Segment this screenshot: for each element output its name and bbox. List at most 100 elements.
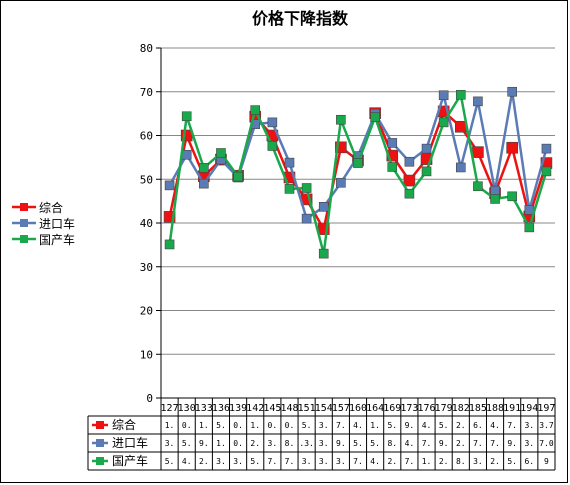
- data-point: [164, 180, 175, 191]
- category-label: 127: [161, 403, 179, 414]
- data-point: [336, 177, 346, 188]
- table-cell: 5.: [182, 439, 192, 448]
- data-point: [199, 178, 209, 189]
- table-cell: 1.: [199, 421, 209, 430]
- y-tick-label: 0: [146, 392, 153, 405]
- data-point: [216, 148, 226, 158]
- table-cell: 3.: [524, 421, 534, 430]
- table-cell: 3.: [268, 439, 278, 448]
- table-cell: 8.: [456, 457, 466, 466]
- category-label: 188: [486, 403, 504, 414]
- table-cell: 5.: [216, 421, 226, 430]
- data-point: [387, 138, 398, 148]
- data-point: [438, 117, 449, 128]
- table-cell: 2.: [456, 439, 466, 448]
- data-point: [541, 143, 552, 154]
- table-cell: 8.: [387, 439, 397, 448]
- y-tick-label: 80: [140, 42, 153, 55]
- category-label: 151: [298, 403, 316, 414]
- data-table: 127 130 133 136 139 142 145 148 151 154 157 160 164 1…: [87, 397, 556, 471]
- table-cell: 1.: [165, 421, 175, 430]
- category-label: 169: [383, 403, 401, 414]
- data-point: [473, 96, 483, 107]
- data-point: [233, 171, 243, 182]
- table-cell: .3.: [299, 439, 313, 448]
- plot-area: [163, 86, 553, 259]
- table-cell: 0.: [233, 439, 243, 448]
- table-cell: 3.: [319, 439, 329, 448]
- legend-marker: [20, 219, 28, 227]
- data-point: [506, 141, 518, 154]
- table-cell: 0.: [182, 421, 192, 430]
- table-cell: 4.: [370, 457, 380, 466]
- legend-marker: [20, 203, 28, 211]
- table-cell: 7.: [473, 439, 483, 448]
- table-cell: 5.: [370, 439, 380, 448]
- data-point: [370, 112, 380, 122]
- data-point: [541, 166, 552, 177]
- table-series-label: 综合: [112, 417, 136, 432]
- data-point: [472, 146, 484, 158]
- category-label: 194: [520, 403, 538, 414]
- data-point: [490, 185, 500, 196]
- data-point: [455, 162, 466, 173]
- category-label: 197: [537, 403, 555, 414]
- table-cell: 5.: [302, 421, 312, 430]
- table-cell: 3.: [216, 457, 226, 466]
- table-cell: 4.: [182, 457, 192, 466]
- table-cell: 4.: [422, 421, 432, 430]
- data-point: [284, 157, 295, 168]
- category-label: 157: [332, 403, 350, 414]
- data-point: [473, 181, 483, 192]
- data-point: [404, 188, 415, 199]
- data-point: [284, 184, 295, 194]
- legend-marker: [20, 235, 28, 243]
- y-tick-label: 50: [140, 173, 153, 186]
- table-cell: 9: [544, 457, 549, 466]
- category-label: 176: [417, 403, 435, 414]
- table-cell: 7.: [353, 457, 363, 466]
- data-point: [267, 117, 278, 128]
- table-cell: 3.: [302, 457, 312, 466]
- table-cell: 4.: [353, 421, 363, 430]
- table-cell: 3.: [336, 457, 346, 466]
- table-cell: 6.: [524, 457, 534, 466]
- category-label: 133: [195, 403, 213, 414]
- table-cell: 7.: [336, 421, 346, 430]
- y-tick-label: 20: [140, 305, 153, 318]
- category-label: 145: [263, 403, 281, 414]
- y-tick-label: 30: [140, 261, 153, 274]
- category-label: 130: [178, 403, 196, 414]
- table-cell: 9.: [199, 439, 209, 448]
- legend-label: 进口车: [39, 216, 75, 231]
- data-point: [490, 194, 500, 204]
- category-label: 154: [315, 403, 333, 414]
- series-line-2: [168, 91, 548, 254]
- category-label: 164: [366, 403, 384, 414]
- category-label: 136: [212, 403, 230, 414]
- category-label: 179: [435, 403, 453, 414]
- category-label: 148: [280, 403, 298, 414]
- data-point: [335, 141, 347, 154]
- data-point: [507, 86, 517, 97]
- grid: [156, 47, 555, 399]
- category-label: 191: [503, 403, 521, 414]
- table-series-label: 国产车: [112, 453, 148, 468]
- table-cell: 2.: [387, 457, 397, 466]
- data-point: [387, 162, 398, 172]
- data-point: [421, 166, 432, 177]
- table-cell: 4.: [405, 439, 415, 448]
- data-point: [421, 143, 432, 154]
- table-cell: 2.: [456, 421, 466, 430]
- y-tick-label: 10: [140, 348, 153, 361]
- legend-label: 国产车: [39, 232, 75, 247]
- table-cell: 5.: [165, 457, 175, 466]
- y-tick-label: 60: [140, 130, 153, 143]
- category-label: 185: [469, 403, 487, 414]
- chart-title: 价格下降指数: [252, 9, 349, 28]
- table-cell: 9.: [405, 421, 415, 430]
- table-cell: 0.: [233, 421, 243, 430]
- table-cell: 3.: [319, 421, 329, 430]
- table-cell: 4.: [490, 421, 500, 430]
- table-cell: 2.: [490, 457, 500, 466]
